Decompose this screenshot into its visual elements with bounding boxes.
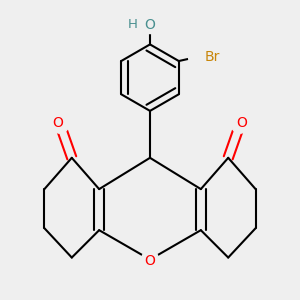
- Circle shape: [141, 16, 159, 34]
- Circle shape: [141, 16, 159, 34]
- Circle shape: [51, 116, 69, 133]
- Text: O: O: [145, 18, 155, 32]
- Text: O: O: [236, 116, 247, 130]
- Circle shape: [189, 45, 212, 69]
- Text: H: H: [128, 18, 137, 32]
- Text: O: O: [145, 254, 155, 268]
- Text: O: O: [53, 116, 64, 130]
- Text: Br: Br: [204, 50, 220, 64]
- Circle shape: [231, 116, 249, 133]
- Circle shape: [141, 251, 159, 268]
- Circle shape: [124, 17, 140, 33]
